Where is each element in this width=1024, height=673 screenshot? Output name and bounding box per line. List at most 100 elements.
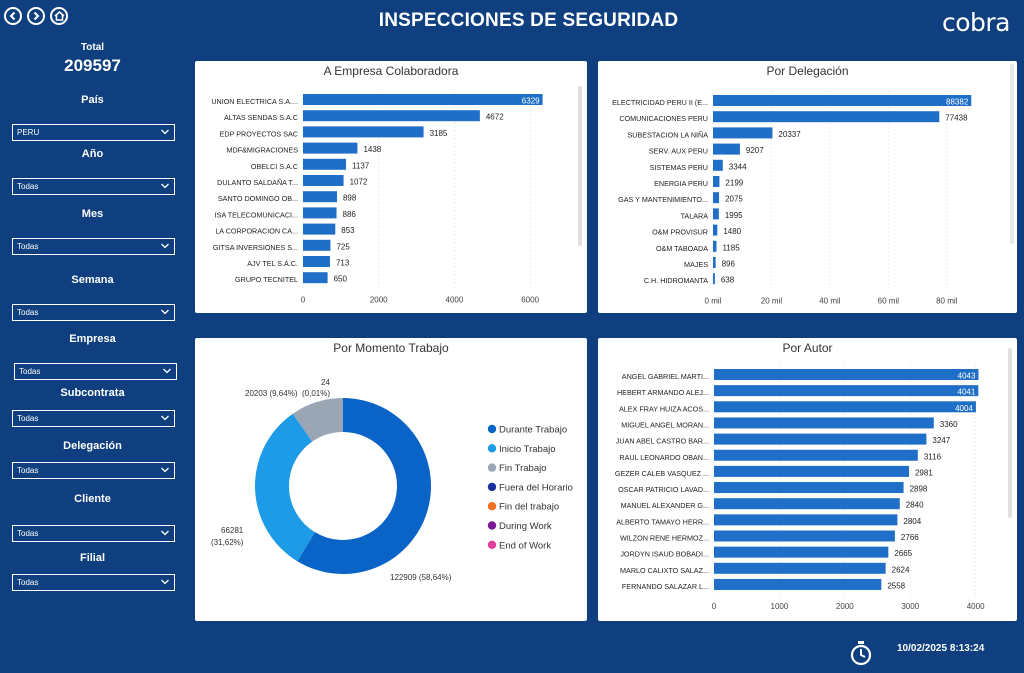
data-label: 6329 bbox=[522, 97, 540, 106]
slicer-ano[interactable]: Todas bbox=[12, 178, 175, 195]
slicer-cliente[interactable]: Todas bbox=[12, 525, 175, 542]
panel-autor: Por Autor 0 1000 2000 3000 4000 ANGEL GABRIEL… bbox=[598, 338, 1017, 621]
category-label: FERNANDO SALAZAR L... bbox=[622, 582, 709, 591]
scrollbar[interactable] bbox=[578, 86, 582, 246]
slice-label: 20203 (9,64%) bbox=[245, 389, 298, 398]
data-label: 88382 bbox=[946, 98, 969, 107]
slicer-delegacion[interactable]: Todas bbox=[12, 462, 175, 479]
slicer-mes[interactable]: Todas bbox=[12, 238, 175, 255]
bar bbox=[303, 207, 337, 219]
slicer-subcontrata[interactable]: Todas bbox=[12, 410, 175, 427]
category-label: O&M PROVISUR bbox=[652, 228, 708, 237]
bar bbox=[714, 530, 895, 542]
back-icon[interactable] bbox=[4, 7, 22, 25]
legend-marker bbox=[487, 463, 497, 472]
x-tick-label: 0 mil bbox=[705, 296, 722, 305]
data-label: 2898 bbox=[910, 485, 928, 494]
bar bbox=[714, 385, 979, 397]
chart-autor: 0 1000 2000 3000 4000 ANGEL GABRIEL MARTI... 4… bbox=[615, 365, 985, 611]
filter-label-filial: Filial bbox=[79, 552, 106, 564]
bar bbox=[713, 208, 719, 220]
cobra-logo: cobra bbox=[941, 8, 1011, 37]
category-label: RAUL LEONARDO OBAN... bbox=[619, 453, 709, 462]
chevron-down-icon bbox=[161, 243, 169, 249]
data-label: 4672 bbox=[486, 113, 504, 122]
slicer-value: Todas bbox=[17, 182, 39, 191]
chart-title: A Empresa Colaboradora bbox=[323, 64, 459, 78]
category-label: GITSA INVERSIONES S... bbox=[213, 243, 298, 252]
category-label: ENERGIA PERU bbox=[654, 179, 708, 188]
category-label: ISA TELECOMUNICACI... bbox=[215, 210, 298, 219]
legend-label: Fin Trabajo bbox=[499, 463, 547, 474]
bar bbox=[714, 449, 918, 461]
page-title: INSPECCIONES DE SEGURIDAD bbox=[378, 10, 679, 31]
x-tick-label: 2000 bbox=[370, 295, 388, 304]
x-tick-label: 3000 bbox=[901, 602, 919, 611]
data-label: 853 bbox=[341, 226, 355, 235]
category-label: MAJES bbox=[684, 260, 708, 269]
category-label: GEZER CALEB VASQUEZ ... bbox=[615, 469, 709, 478]
bar bbox=[714, 562, 886, 574]
data-label: 2624 bbox=[892, 565, 910, 574]
category-label: ELECTRICIDAD PERU II (E... bbox=[612, 98, 708, 107]
category-label: GAS Y MANTENIMIENTO... bbox=[618, 195, 708, 204]
slicer-value: Todas bbox=[19, 367, 41, 376]
refresh-clock-icon bbox=[850, 641, 872, 666]
data-label: 2558 bbox=[887, 581, 905, 590]
legend-marker bbox=[487, 424, 497, 434]
bar bbox=[303, 272, 328, 284]
bar bbox=[714, 514, 898, 526]
legend-label: Fin del trabajo bbox=[499, 502, 559, 513]
slicer-value: Todas bbox=[17, 466, 39, 475]
slicer-empresa[interactable]: Todas bbox=[14, 363, 177, 380]
chevron-down-icon bbox=[163, 368, 171, 374]
bar bbox=[303, 175, 344, 186]
chevron-down-icon bbox=[161, 309, 169, 315]
category-label: MDF&MIGRACIONES bbox=[227, 146, 299, 155]
bar bbox=[713, 143, 740, 155]
legend-marker bbox=[487, 540, 497, 549]
category-label: MANUEL ALEXANDER G... bbox=[621, 501, 709, 510]
bar bbox=[713, 273, 715, 285]
category-label: SISTEMAS PERU bbox=[650, 163, 708, 172]
category-label: ALTAS SENDAS S.A.C bbox=[224, 113, 298, 122]
slicer-value: Todas bbox=[17, 242, 39, 251]
legend-marker bbox=[487, 521, 497, 530]
data-label: 725 bbox=[336, 242, 350, 251]
data-label: 20337 bbox=[778, 130, 801, 139]
category-label: WILZON RENE HERMOZ... bbox=[620, 534, 709, 543]
scrollbar[interactable] bbox=[1010, 64, 1014, 244]
data-label: 650 bbox=[334, 275, 348, 284]
category-label: AJV TEL S.A.C. bbox=[247, 259, 298, 268]
category-label: GRUPO TECNITEL bbox=[235, 275, 298, 284]
filter-label-semana: Semana bbox=[71, 274, 114, 286]
scrollbar[interactable] bbox=[1008, 348, 1012, 518]
legend-label: End of Work bbox=[499, 540, 551, 551]
slicer-semana[interactable]: Todas bbox=[12, 304, 175, 321]
category-label: COMUNICACIONES PERU bbox=[619, 114, 708, 123]
forward-icon[interactable] bbox=[27, 7, 45, 25]
category-label: ALBERTO TAMAYO HERR... bbox=[616, 517, 709, 526]
data-label: 1072 bbox=[350, 178, 368, 187]
filter-label-ano: Año bbox=[81, 148, 104, 160]
slicer-value: Todas bbox=[17, 414, 39, 423]
filter-label-subcontrata: Subcontrata bbox=[60, 387, 125, 399]
home-icon[interactable] bbox=[50, 7, 68, 25]
filter-label-mes: Mes bbox=[81, 208, 104, 220]
slicer-filial[interactable]: Todas bbox=[12, 574, 175, 591]
slice-label: 66281 bbox=[221, 526, 244, 535]
data-label: 1480 bbox=[723, 227, 741, 236]
slice-label: 24 bbox=[321, 378, 330, 387]
panel-delegacion: Por Delegación 0 mil 20 mil 40 mil 60 mil 80… bbox=[598, 61, 1017, 313]
bar bbox=[714, 578, 882, 590]
category-label: OSCAR PATRICIO LAVAD... bbox=[618, 485, 709, 494]
data-label: 2665 bbox=[894, 549, 912, 558]
slicer-pais[interactable]: PERU bbox=[12, 124, 175, 141]
data-label: 2199 bbox=[725, 179, 743, 188]
chart-title: Por Delegación bbox=[766, 64, 849, 78]
data-label: 77438 bbox=[945, 114, 968, 123]
slice-label: (0,01%) bbox=[302, 389, 330, 398]
category-label: ALEX FRAY HUIZA ACOS... bbox=[619, 404, 709, 413]
bar bbox=[713, 240, 717, 252]
data-label: 1137 bbox=[352, 161, 370, 170]
